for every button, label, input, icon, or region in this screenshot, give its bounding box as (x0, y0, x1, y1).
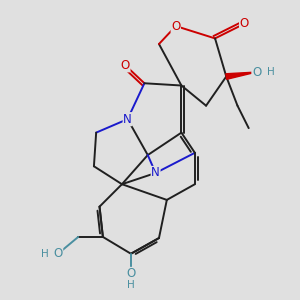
Text: H: H (41, 249, 48, 259)
Text: O: O (126, 267, 136, 280)
Text: N: N (151, 167, 160, 179)
Text: O: O (53, 247, 63, 260)
Polygon shape (226, 72, 256, 79)
Text: N: N (123, 113, 132, 126)
Text: O: O (171, 20, 180, 33)
Text: H: H (127, 280, 135, 290)
Text: H: H (267, 67, 275, 77)
Text: O: O (121, 59, 130, 72)
Text: O: O (240, 17, 249, 30)
Text: O: O (252, 65, 261, 79)
